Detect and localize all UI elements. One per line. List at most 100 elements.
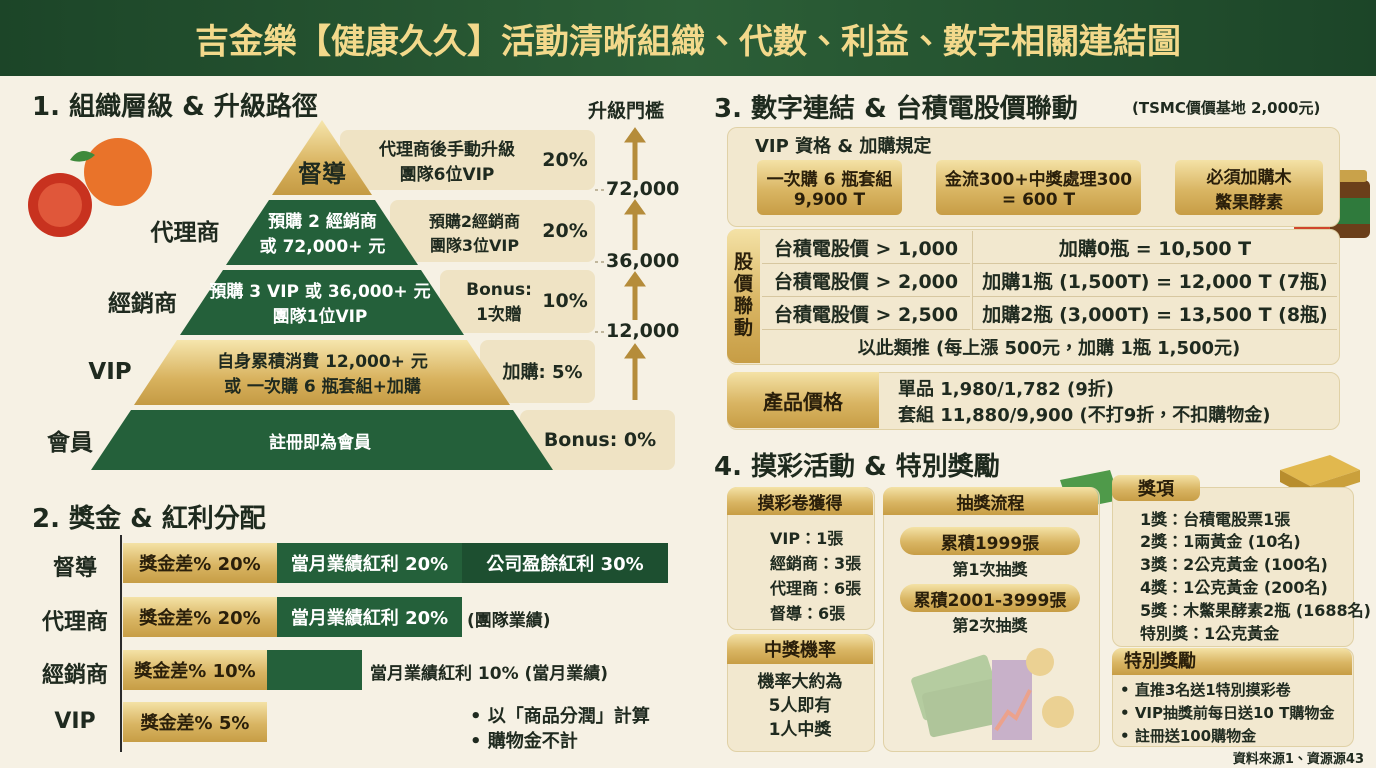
special-text: VIP抽獎前每日送10 T購物金 (1134, 704, 1335, 722)
bonus-segment: 獎金差% 5% (123, 702, 267, 742)
pyramid-tier (134, 340, 510, 405)
prize-item: 1獎：台積電股票1張 (1140, 510, 1291, 529)
bottle-cap (1333, 170, 1367, 182)
row-name: 督導 (52, 556, 97, 581)
level-condition: 預購 3 VIP 或 36,000+ 元 團隊1位VIP (209, 282, 431, 327)
threshold: 12,000 (606, 320, 680, 342)
pyramid-tier (226, 200, 418, 265)
stock-cell: 台積電股價 > 1,000 (762, 231, 970, 264)
bullet: • 購物金不計 (470, 731, 578, 752)
vip-step: 金流300+中獎處理300 = 600 T (936, 160, 1141, 215)
level-box (480, 340, 595, 403)
draw-step: 累積1999張 (900, 527, 1080, 555)
special-item: • VIP抽獎前每日送10 T購物金 (1120, 704, 1335, 722)
level-name: VIP (88, 359, 132, 385)
level-condition: 註冊即為會員 (269, 432, 371, 453)
panel-title: VIP 資格 & 加購規定 (755, 136, 932, 157)
level-name: 督導 (298, 159, 346, 188)
page-title: 吉金樂【健康久久】活動清晰組織、代數、利益、數字相關連結圖 (195, 21, 1181, 62)
stock-panel (727, 229, 1340, 365)
arrow-head (624, 127, 646, 143)
vip-step: 必須加購木 鱉果酵素 (1175, 160, 1323, 215)
price-line: 單品 1,980/1,782 (9折) (898, 379, 1114, 400)
section-subtitle: (TSMC價價基地 2,000元) (1132, 99, 1321, 117)
odds-text: 機率大約為 5人即有 1人中獎 (757, 672, 843, 740)
level-name: 代理商 (150, 220, 220, 246)
arrow-head (624, 271, 646, 287)
level-name: 會員 (47, 430, 93, 456)
level-detail: Bonus: 1次贈 (466, 279, 532, 325)
price-line: 套組 11,880/9,900 (不打9折，不扣購物金) (898, 405, 1271, 426)
stock-footer: 以此類推 (每上漲 500元，加購 1瓶 1,500元) (857, 338, 1241, 359)
row-name: VIP (54, 709, 96, 734)
level-detail: 代理商後手動升級 團隊6位VIP (379, 140, 515, 185)
level-box (440, 270, 595, 333)
row-name: 經銷商 (41, 663, 108, 688)
bonus-segment-fill (267, 650, 362, 690)
stock-label: 股 價 聯 動 (727, 229, 760, 363)
bonus-note: 當月業績紅利 10% (當月業績) (370, 664, 609, 684)
prize-item: 4獎：1公克黃金 (200名) (1140, 578, 1328, 597)
source: 資料來源1、資源源43 (1232, 752, 1364, 767)
arrow-head (624, 343, 646, 359)
level-detail: Bonus: 0% (543, 429, 657, 451)
section-title: 1. 組織層級 & 升級路徑 (32, 92, 318, 122)
threshold: 36,000 (606, 250, 680, 272)
special-text: 註冊送100購物金 (1134, 727, 1257, 745)
note: 以「商品分潤」計算 (487, 706, 650, 727)
threshold-arrows (624, 127, 646, 400)
vip-step: 一次購 6 瓶套組 9,900 T (757, 160, 902, 215)
prize-item: 3獎：2公克黃金 (100名) (1140, 555, 1328, 574)
threshold: 72,000 (606, 178, 680, 200)
arrow-head (624, 199, 646, 215)
panel-title: 中獎機率 (727, 634, 873, 664)
prize-item: 5獎：木鱉果酵素2瓶 (1688名) (1140, 601, 1371, 620)
panel-title: 抽獎流程 (883, 487, 1098, 515)
section-title: 3. 數字連結 & 台積電股價聯動 (714, 94, 1078, 124)
threshold-title: 升級門檻 (588, 100, 665, 122)
panel-title: 獎項 (1112, 475, 1200, 501)
level-condition: 預購 2 經銷商 或 72,000+ 元 (259, 212, 386, 257)
bullet: • 以「商品分潤」計算 (470, 706, 650, 727)
header-bar (0, 0, 1376, 76)
prize-panel (1112, 487, 1354, 647)
fruit (84, 138, 152, 206)
threshold-dashes (595, 189, 604, 333)
leaf (70, 151, 95, 162)
pyramid-tier (272, 120, 372, 195)
panel-title: 摸彩卷獲得 (727, 487, 873, 515)
prize-item: 2獎：1兩黃金 (10名) (1140, 532, 1301, 551)
bonus-note: (團隊業績) (467, 611, 551, 631)
level-condition: 自身累積消費 12,000+ 元 或 一次購 6 瓶套組+加購 (217, 352, 428, 397)
draw-sub: 第1次抽獎 (952, 560, 1028, 579)
ticket-item: 經銷商：3張 (770, 554, 862, 573)
level-detail: 預購2經銷商 團隊3位VIP (428, 212, 521, 255)
note: 購物金不計 (487, 731, 578, 752)
level-box (390, 200, 595, 262)
draw-step: 累積2001-3999張 (900, 584, 1080, 612)
stock-cell: 台積電股價 > 2,000 (762, 264, 970, 297)
level-box (340, 130, 595, 190)
section-title: 2. 獎金 & 紅利分配 (32, 504, 266, 534)
stock-cell: 加購2瓶 (3,000T) = 13,500 T (8瓶) (972, 297, 1337, 330)
ticket-item: 代理商：6張 (770, 579, 862, 598)
stock-cell: 加購1瓶 (1,500T) = 12,000 T (7瓶) (972, 264, 1337, 297)
level-rate: 20% (542, 220, 588, 242)
section-title: 4. 摸彩活動 & 特別獎勵 (714, 452, 1000, 482)
level-detail: 加購: 5% (502, 362, 583, 383)
bonus-segment: 當月業績紅利 20% (277, 597, 462, 637)
level-box (520, 410, 675, 470)
special-text: 直推3名送1特別摸彩卷 (1134, 681, 1291, 699)
ticket-item: 督導：6張 (770, 604, 846, 623)
level-rate: 10% (542, 290, 588, 312)
special-item: • 註冊送100購物金 (1120, 727, 1257, 745)
ticket-item: VIP：1張 (770, 529, 844, 548)
level-name: 經銷商 (108, 291, 177, 317)
price-label: 產品價格 (727, 372, 879, 428)
fruit-inner (38, 183, 82, 227)
row-name: 代理商 (41, 610, 108, 635)
